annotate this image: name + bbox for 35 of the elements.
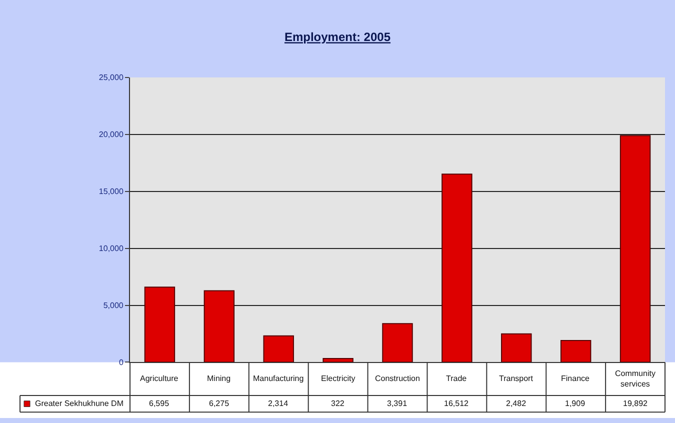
y-tick-label: 25,000 <box>98 73 124 82</box>
data-label: 6,275 <box>209 399 230 408</box>
data-label: 2,482 <box>506 399 527 408</box>
x-tick-label: Electricity <box>321 374 356 383</box>
data-label: 322 <box>331 399 345 408</box>
bar <box>382 323 413 362</box>
x-tick-label: Manufacturing <box>253 374 304 383</box>
y-tick-label: 15,000 <box>98 187 124 196</box>
bar <box>144 286 176 362</box>
y-tick-label: 5,000 <box>103 301 124 310</box>
bar <box>442 174 472 362</box>
bar <box>501 333 532 362</box>
bar <box>620 135 651 362</box>
data-label: 1,909 <box>565 399 586 408</box>
x-tick-label: Agriculture <box>140 374 179 383</box>
data-label: 2,314 <box>268 399 289 408</box>
y-tick-label: 20,000 <box>98 130 124 140</box>
data-label: 3,391 <box>387 399 408 408</box>
bar <box>322 358 354 362</box>
bar <box>204 290 235 362</box>
x-tick-label: Community services <box>615 369 656 388</box>
chart-title: Employment: 2005 <box>284 30 391 44</box>
x-tick-label: Construction <box>375 374 420 383</box>
x-tick-label: Transport <box>499 374 534 383</box>
y-tick-label: 10,000 <box>98 244 124 254</box>
data-label: 16,512 <box>444 399 470 408</box>
data-label: 6,595 <box>149 399 170 408</box>
bar <box>560 340 592 362</box>
y-tick-label: 0 <box>118 358 124 368</box>
x-tick-label: Trade <box>446 374 468 383</box>
x-tick-label: Finance <box>561 374 590 383</box>
x-tick-label: Mining <box>207 374 231 383</box>
bar <box>263 335 294 362</box>
data-label: 19,892 <box>623 399 648 408</box>
legend-label: Greater Sekhukhune DM <box>35 399 124 408</box>
